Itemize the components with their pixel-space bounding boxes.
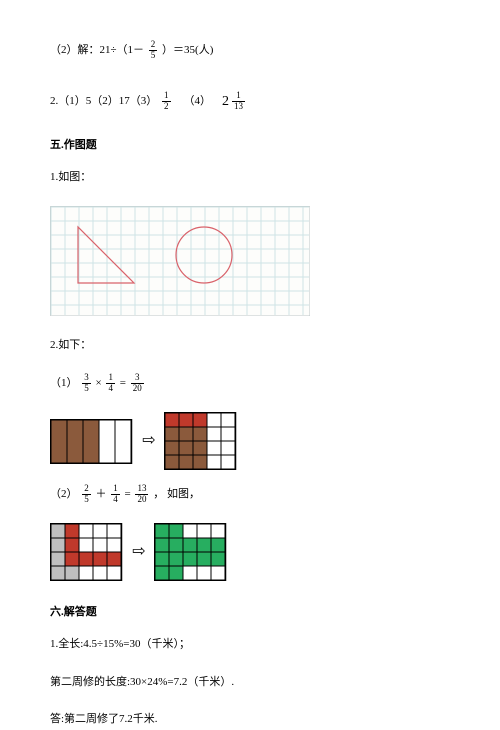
- figure-1-right: [164, 412, 238, 470]
- text: 2.（1）5（2）17（3）: [50, 95, 157, 107]
- section-5-title: 五.作图题: [50, 136, 450, 156]
- label: （1）: [50, 377, 78, 389]
- fraction-2-5: 2 5: [149, 40, 158, 61]
- section-6-title: 六.解答题: [50, 603, 450, 623]
- text: （2）解：21÷（1－: [50, 44, 144, 56]
- text: （4）: [184, 95, 212, 107]
- eq: =: [120, 377, 126, 389]
- figure-2-row: ⇨: [50, 523, 450, 581]
- sec6-line1: 1.全长:4.5÷15%=30（千米）；: [50, 635, 450, 655]
- fraction-a: 3 5: [82, 373, 91, 394]
- figure-1-row: ⇨: [50, 412, 450, 470]
- eq: =: [125, 488, 131, 500]
- fraction-c: 3 20: [131, 373, 144, 394]
- mixed-whole: 2: [222, 94, 229, 109]
- op: ＋: [96, 488, 107, 500]
- figure-2-left: [50, 523, 124, 581]
- fraction-b: 1 4: [111, 484, 120, 505]
- answer-list-2: 2.（1）5（2）17（3） 1 2 （4） 2 1 13: [50, 89, 450, 114]
- equation-2: （2） 2 5 ＋ 1 4 = 13 20 ， 如图，: [50, 484, 450, 505]
- fraction-c: 13 20: [135, 484, 148, 505]
- label: （2）: [50, 488, 78, 500]
- op: ×: [96, 377, 102, 389]
- q5-1-label: 1.如图：: [50, 168, 450, 188]
- arrow-icon: ⇨: [124, 532, 154, 572]
- fraction-1-2: 1 2: [162, 91, 171, 112]
- figure-1-left: [50, 419, 134, 464]
- fraction-a: 2 5: [82, 484, 91, 505]
- fraction-b: 1 4: [106, 373, 115, 394]
- figure-2-right: [154, 523, 228, 581]
- suffix: ， 如图，: [153, 488, 200, 500]
- text: ）＝35(人): [162, 44, 213, 56]
- grid-figure-1: [50, 206, 310, 316]
- fraction-1-13: 1 13: [232, 91, 245, 112]
- sec6-line3: 答:第二周修了7.2千米.: [50, 710, 450, 730]
- arrow-icon: ⇨: [134, 421, 164, 461]
- equation-1: （1） 3 5 × 1 4 = 3 20: [50, 373, 450, 394]
- sec6-line2: 第二周修的长度:30×24%=7.2（千米）.: [50, 673, 450, 693]
- q5-2-label: 2.如下：: [50, 336, 450, 356]
- answer-2-line: （2）解：21÷（1－ 2 5 ）＝35(人): [50, 40, 450, 61]
